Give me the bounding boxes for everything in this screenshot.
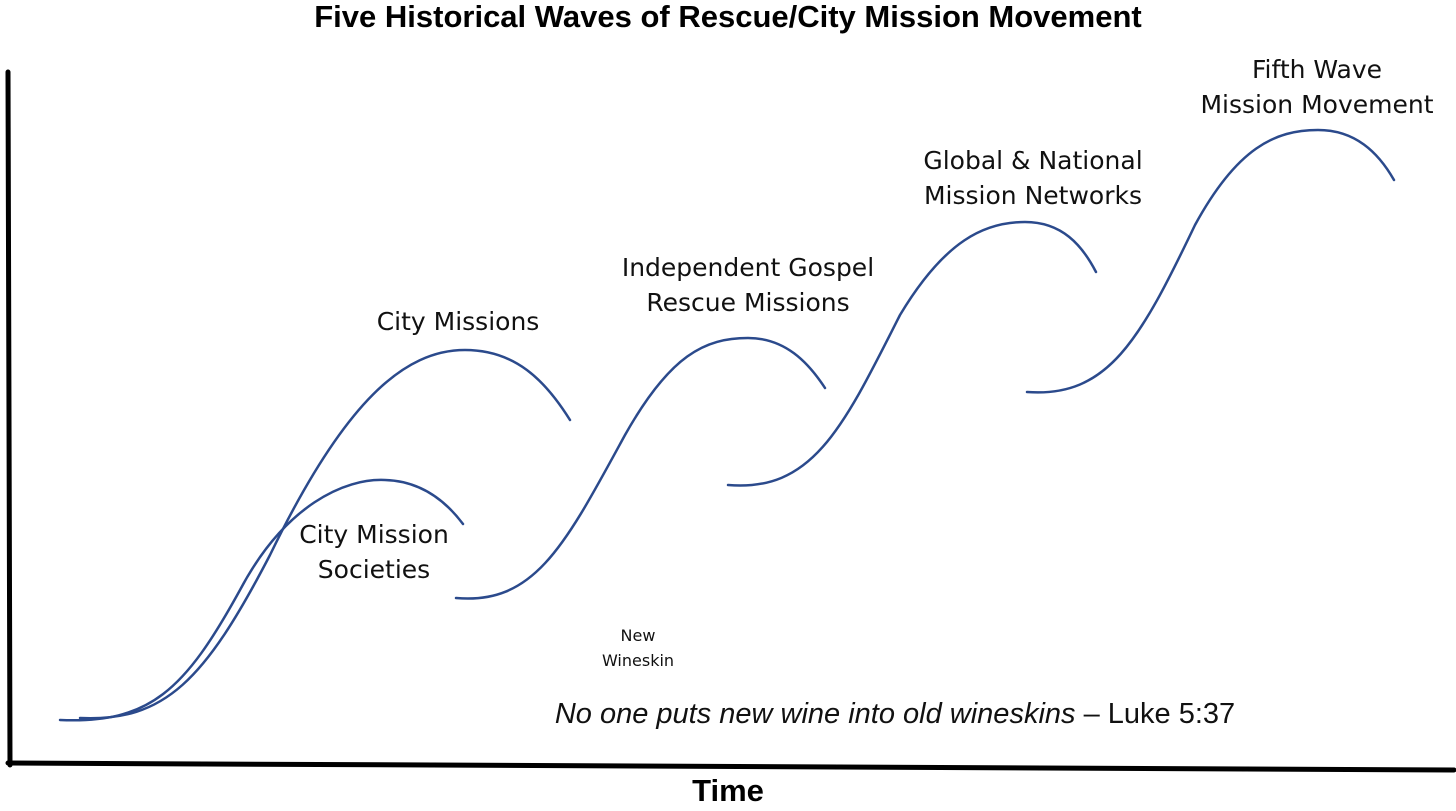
y-axis-line	[5, 69, 13, 768]
wave-label-global-national-networks: Global & National Mission Networks	[923, 146, 1143, 210]
x-axis-label: Time	[692, 773, 764, 808]
x-axis-line	[5, 760, 1456, 773]
wave-label-city-mission-societies: City Mission Societies	[299, 520, 449, 584]
wave-label-city-missions: City Missions	[376, 307, 540, 336]
diagram-title: Five Historical Waves of Rescue/City Mis…	[314, 0, 1142, 34]
wave-4-curve	[726, 220, 1098, 487]
wave-3-curve	[454, 336, 827, 600]
wave-label-fifth-wave: Fifth Wave Mission Movement	[1200, 55, 1434, 119]
wave-5-curve	[1025, 128, 1396, 394]
new-wineskin-annotation: New Wineskin	[601, 626, 675, 670]
scripture-quote: No one puts new wine into old wineskins …	[480, 698, 1310, 731]
quote-citation: – Luke 5:37	[1075, 698, 1236, 730]
wave-label-independent-gospel-rescue-missions: Independent Gospel Rescue Missions	[621, 253, 875, 317]
quote-text: No one puts new wine into old wineskins	[554, 698, 1076, 730]
wave-1-curve	[58, 478, 465, 722]
wave-2-curve	[78, 348, 572, 720]
